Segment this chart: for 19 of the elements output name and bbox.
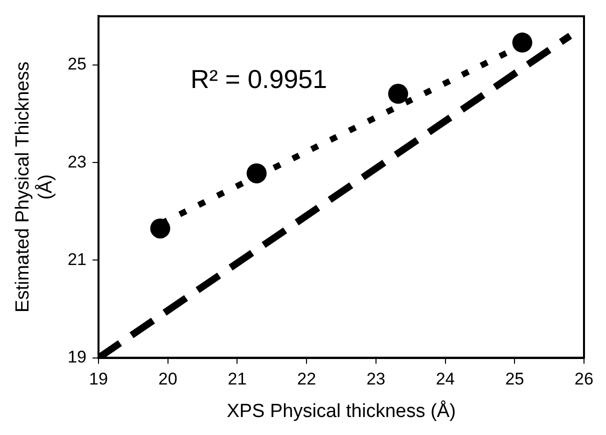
point <box>388 84 408 104</box>
x-tick-label: 19 <box>89 370 108 389</box>
y-tick-label: 21 <box>68 250 87 269</box>
point <box>150 218 170 238</box>
y-tick-label: 25 <box>68 54 87 74</box>
y-tick-label: 23 <box>68 152 87 172</box>
annotation: R² = 0.9951 <box>190 64 328 94</box>
y-axis-title: Estimated Physical Thickness (Å) <box>12 62 56 312</box>
x-tick-label: 26 <box>574 370 594 389</box>
x-tick-label: 23 <box>366 370 386 389</box>
point <box>246 163 267 184</box>
point <box>512 32 532 53</box>
x-tick-label: 20 <box>158 370 178 389</box>
x-tick-label: 21 <box>228 370 247 389</box>
x-tick-label: 24 <box>436 370 455 389</box>
x-tick-label: 25 <box>505 370 524 389</box>
y-tick-label: 19 <box>68 347 87 366</box>
x-axis-title: XPS Physical thickness (Å) <box>226 400 456 422</box>
x-tick-label: 22 <box>297 370 316 389</box>
